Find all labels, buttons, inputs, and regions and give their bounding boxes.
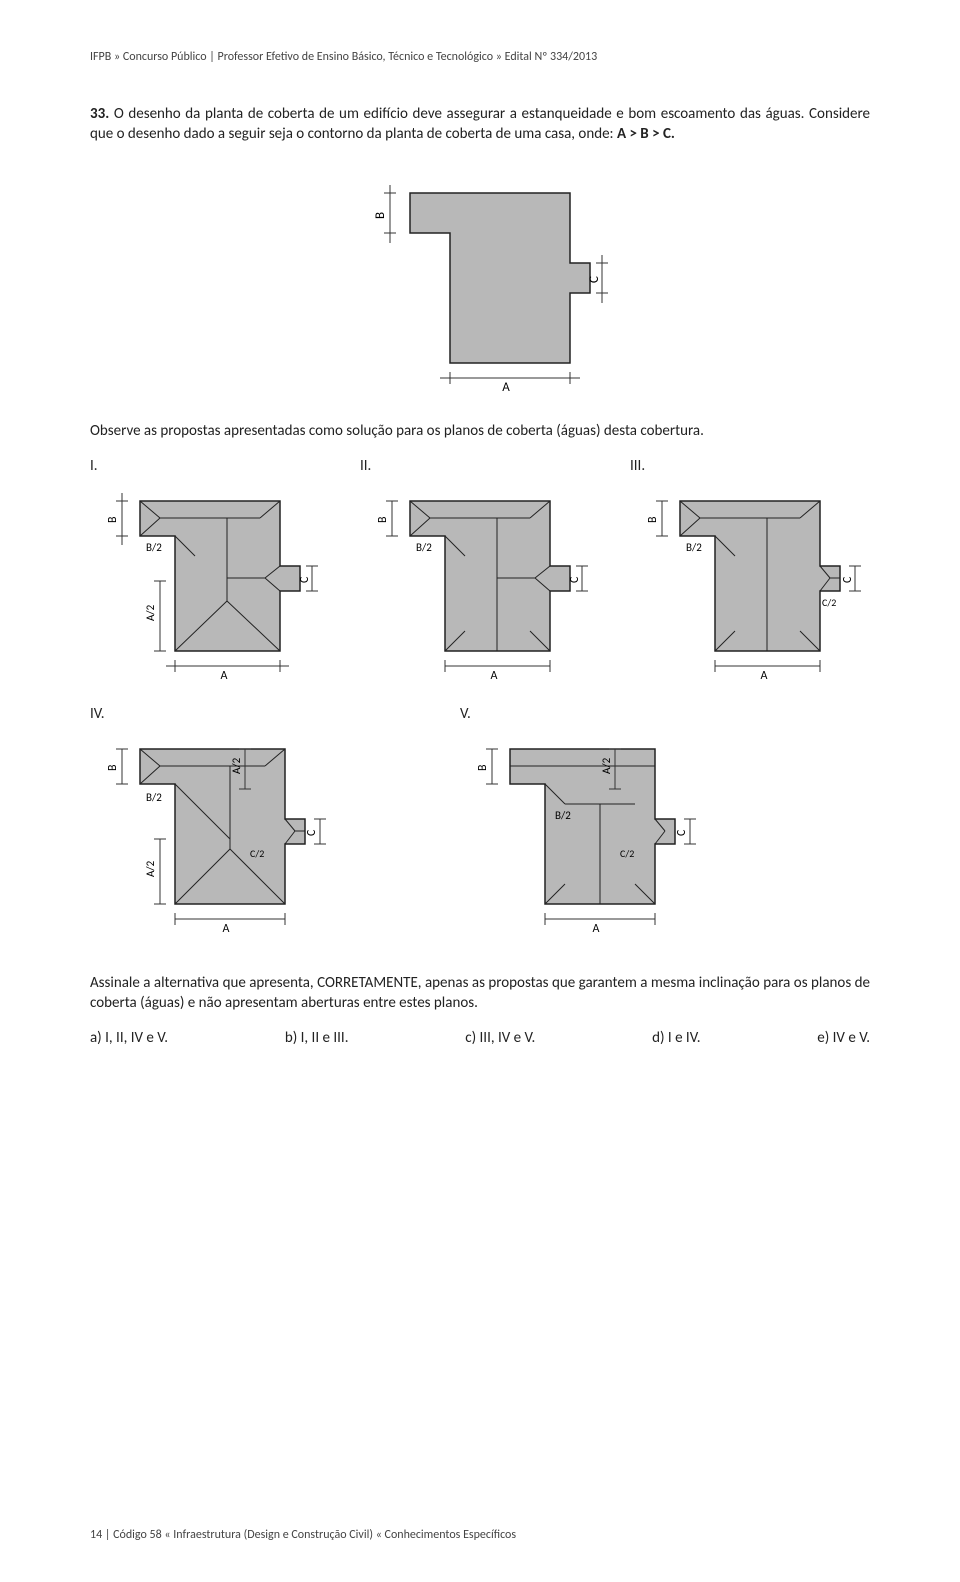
page-header: IFPB » Concurso Público | Professor Efet… <box>90 50 870 64</box>
dim-label-Bhalf-2: B/2 <box>416 541 432 554</box>
question-text: O desenho da planta de coberta de um edi… <box>90 105 870 143</box>
dim-label-A1: A <box>221 669 228 681</box>
dim-label-Ahalf-4: A/2 <box>144 860 157 877</box>
dim-label-A4: A <box>223 922 230 936</box>
roof-diagram-3: B B/2 C C/2 A <box>630 481 870 681</box>
dim-label-Bhalf-3: B/2 <box>686 541 702 554</box>
diagram-col-1: I. <box>90 457 320 681</box>
dim-label-B3: B <box>646 516 660 523</box>
dim-label-C5: C <box>675 829 689 836</box>
dim-label-B4: B <box>106 764 120 771</box>
roman-label-5: V. <box>460 705 471 723</box>
roman-label-2: II. <box>360 457 371 475</box>
question-body: 33. O desenho da planta de coberta de um… <box>90 104 870 145</box>
roman-label-3: III. <box>630 457 645 475</box>
dim-label-B2: B <box>376 516 390 523</box>
diagram-row-2: IV. <box>90 705 870 939</box>
page-footer: 14 | Código 58 « Infraestrutura (Design … <box>90 1528 516 1542</box>
dim-label-C: C <box>587 276 602 283</box>
dim-label-A2: A <box>491 669 498 681</box>
diagram-col-4: IV. <box>90 705 340 939</box>
dim-label-C1: C <box>298 576 312 583</box>
main-diagram-row: B C A <box>90 163 870 393</box>
floorplan-outline-diagram: B C A <box>350 163 610 393</box>
option-d: d) I e IV. <box>652 1029 700 1047</box>
dim-label-B: B <box>373 211 388 218</box>
option-e: e) IV e V. <box>817 1029 870 1047</box>
roof-diagram-2: B B/2 C A <box>360 481 590 681</box>
dim-label-B1: B <box>106 516 120 523</box>
question-number: 33. <box>90 105 109 123</box>
roman-label-1: I. <box>90 457 98 475</box>
dim-label-C4: C <box>305 829 319 836</box>
dim-label-Ahalf-1: A/2 <box>144 604 157 621</box>
dim-label-A3: A <box>761 669 768 681</box>
mid-paragraph: Observe as propostas apresentadas como s… <box>90 421 870 441</box>
question-condition: A > B > C. <box>617 125 675 143</box>
dim-label-C2: C <box>568 576 582 583</box>
dim-label-Bhalf-4: B/2 <box>146 791 162 804</box>
dim-label-C3: C <box>841 576 855 583</box>
dim-label-A: A <box>502 380 510 393</box>
roof-diagram-4: B B/2 A/2 C C/2 A/2 A <box>90 729 340 939</box>
roof-diagram-5: B A/2 B/2 C C/2 A <box>460 729 710 939</box>
diagram-col-5: V. B <box>460 705 710 939</box>
dim-label-Bhalf-1: B/2 <box>146 541 162 554</box>
final-paragraph: Assinale a alternativa que apresenta, CO… <box>90 973 870 1014</box>
dim-label-Chalf-3: C/2 <box>822 596 836 609</box>
option-a: a) I, II, IV e V. <box>90 1029 168 1047</box>
diagram-col-2: II. <box>360 457 590 681</box>
dim-label-Ahalf-5t: A/2 <box>600 757 613 774</box>
roof-diagram-1: B B/2 C A/2 A <box>90 481 320 681</box>
option-b: b) I, II e III. <box>285 1029 349 1047</box>
diagram-row-1: I. <box>90 457 870 681</box>
dim-label-Chalf-5: C/2 <box>620 847 634 860</box>
dim-label-A5: A <box>593 922 600 936</box>
dim-label-Bhalf-5: B/2 <box>555 809 571 822</box>
diagram-col-3: III. <box>630 457 870 681</box>
option-c: c) III, IV e V. <box>465 1029 535 1047</box>
dim-label-Ahalf-4t: A/2 <box>230 757 243 774</box>
options-row: a) I, II, IV e V. b) I, II e III. c) III… <box>90 1029 870 1047</box>
dim-label-Chalf-4: C/2 <box>250 847 264 860</box>
dim-label-B5: B <box>476 764 490 771</box>
roman-label-4: IV. <box>90 705 105 723</box>
